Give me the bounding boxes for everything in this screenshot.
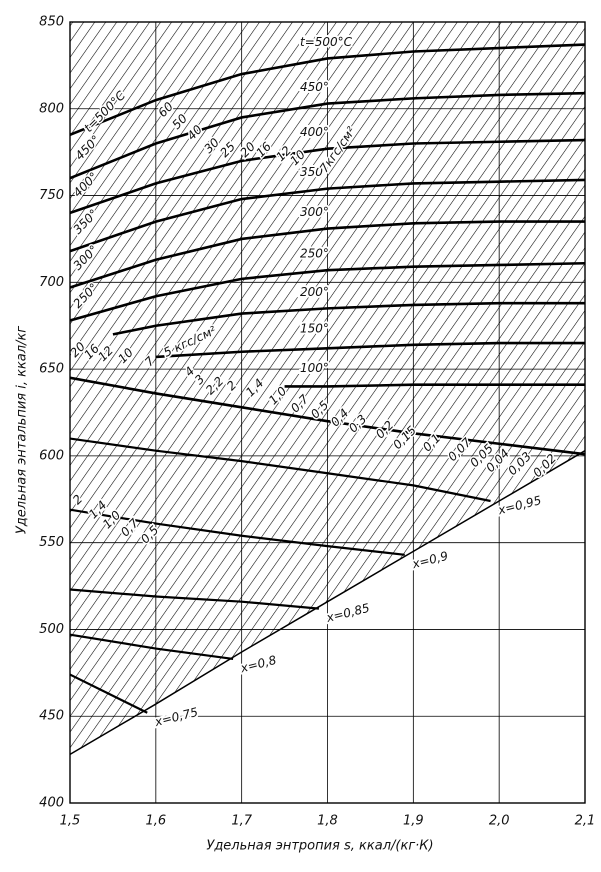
curve-label: x=0,85 (324, 601, 371, 625)
curve-label: 150° (300, 321, 329, 335)
curve (155, 341, 585, 359)
plot-frame (69, 21, 586, 804)
curve (70, 437, 491, 503)
curve-label: 350° (300, 165, 329, 179)
curve-label: 400° (300, 125, 329, 139)
curve (112, 301, 585, 336)
curve (284, 383, 585, 388)
y-tick-label: 550 (39, 535, 64, 550)
y-tick-label: 850 (39, 15, 64, 30)
y-tick-label: 750 (39, 188, 64, 203)
boundary-line (69, 450, 586, 756)
curve (70, 261, 585, 322)
curve-label: 200° (300, 285, 329, 299)
curve (70, 138, 585, 215)
x-axis-title: Удельная энтропия s, ккал/(кг·К) (206, 839, 433, 854)
curve (70, 178, 585, 253)
y-tick-label: 700 (39, 275, 64, 290)
curve (70, 508, 405, 556)
y-axis-title: Удельная энтальпия i, ккал/кг (15, 326, 30, 534)
curve-label: 250° (300, 247, 329, 261)
y-tick-label: 400 (39, 796, 64, 811)
curve-label: 100° (300, 361, 329, 375)
y-tick-label: 500 (39, 622, 64, 637)
curve (70, 220, 585, 289)
x-tick-label: 1,8 (317, 814, 338, 829)
y-tick-label: 600 (39, 448, 64, 463)
curve (70, 91, 585, 180)
x-tick-label: 1,6 (145, 814, 166, 829)
y-tick-label: 450 (39, 709, 64, 724)
x-tick-label: 1,7 (231, 814, 252, 829)
curve (70, 633, 234, 661)
curve (70, 588, 320, 610)
x-tick-label: 1,9 (403, 814, 424, 829)
x-tick-label: 1,5 (60, 814, 81, 829)
curve (70, 673, 148, 714)
curve-label: 300° (300, 205, 329, 219)
y-tick-label: 800 (39, 101, 64, 116)
curve-label: x=0,8 (238, 653, 278, 676)
curve-label: 450° (300, 80, 329, 94)
x-tick-label: 2,1 (575, 814, 596, 829)
curve-label: t=500°C (300, 35, 353, 49)
curve (70, 43, 585, 137)
x-tick-label: 2,0 (489, 814, 510, 829)
curve (70, 376, 585, 456)
curve-label: x=0,75 (152, 705, 199, 729)
y-tick-label: 650 (39, 362, 64, 377)
curve-label: x=0,9 (410, 549, 450, 572)
